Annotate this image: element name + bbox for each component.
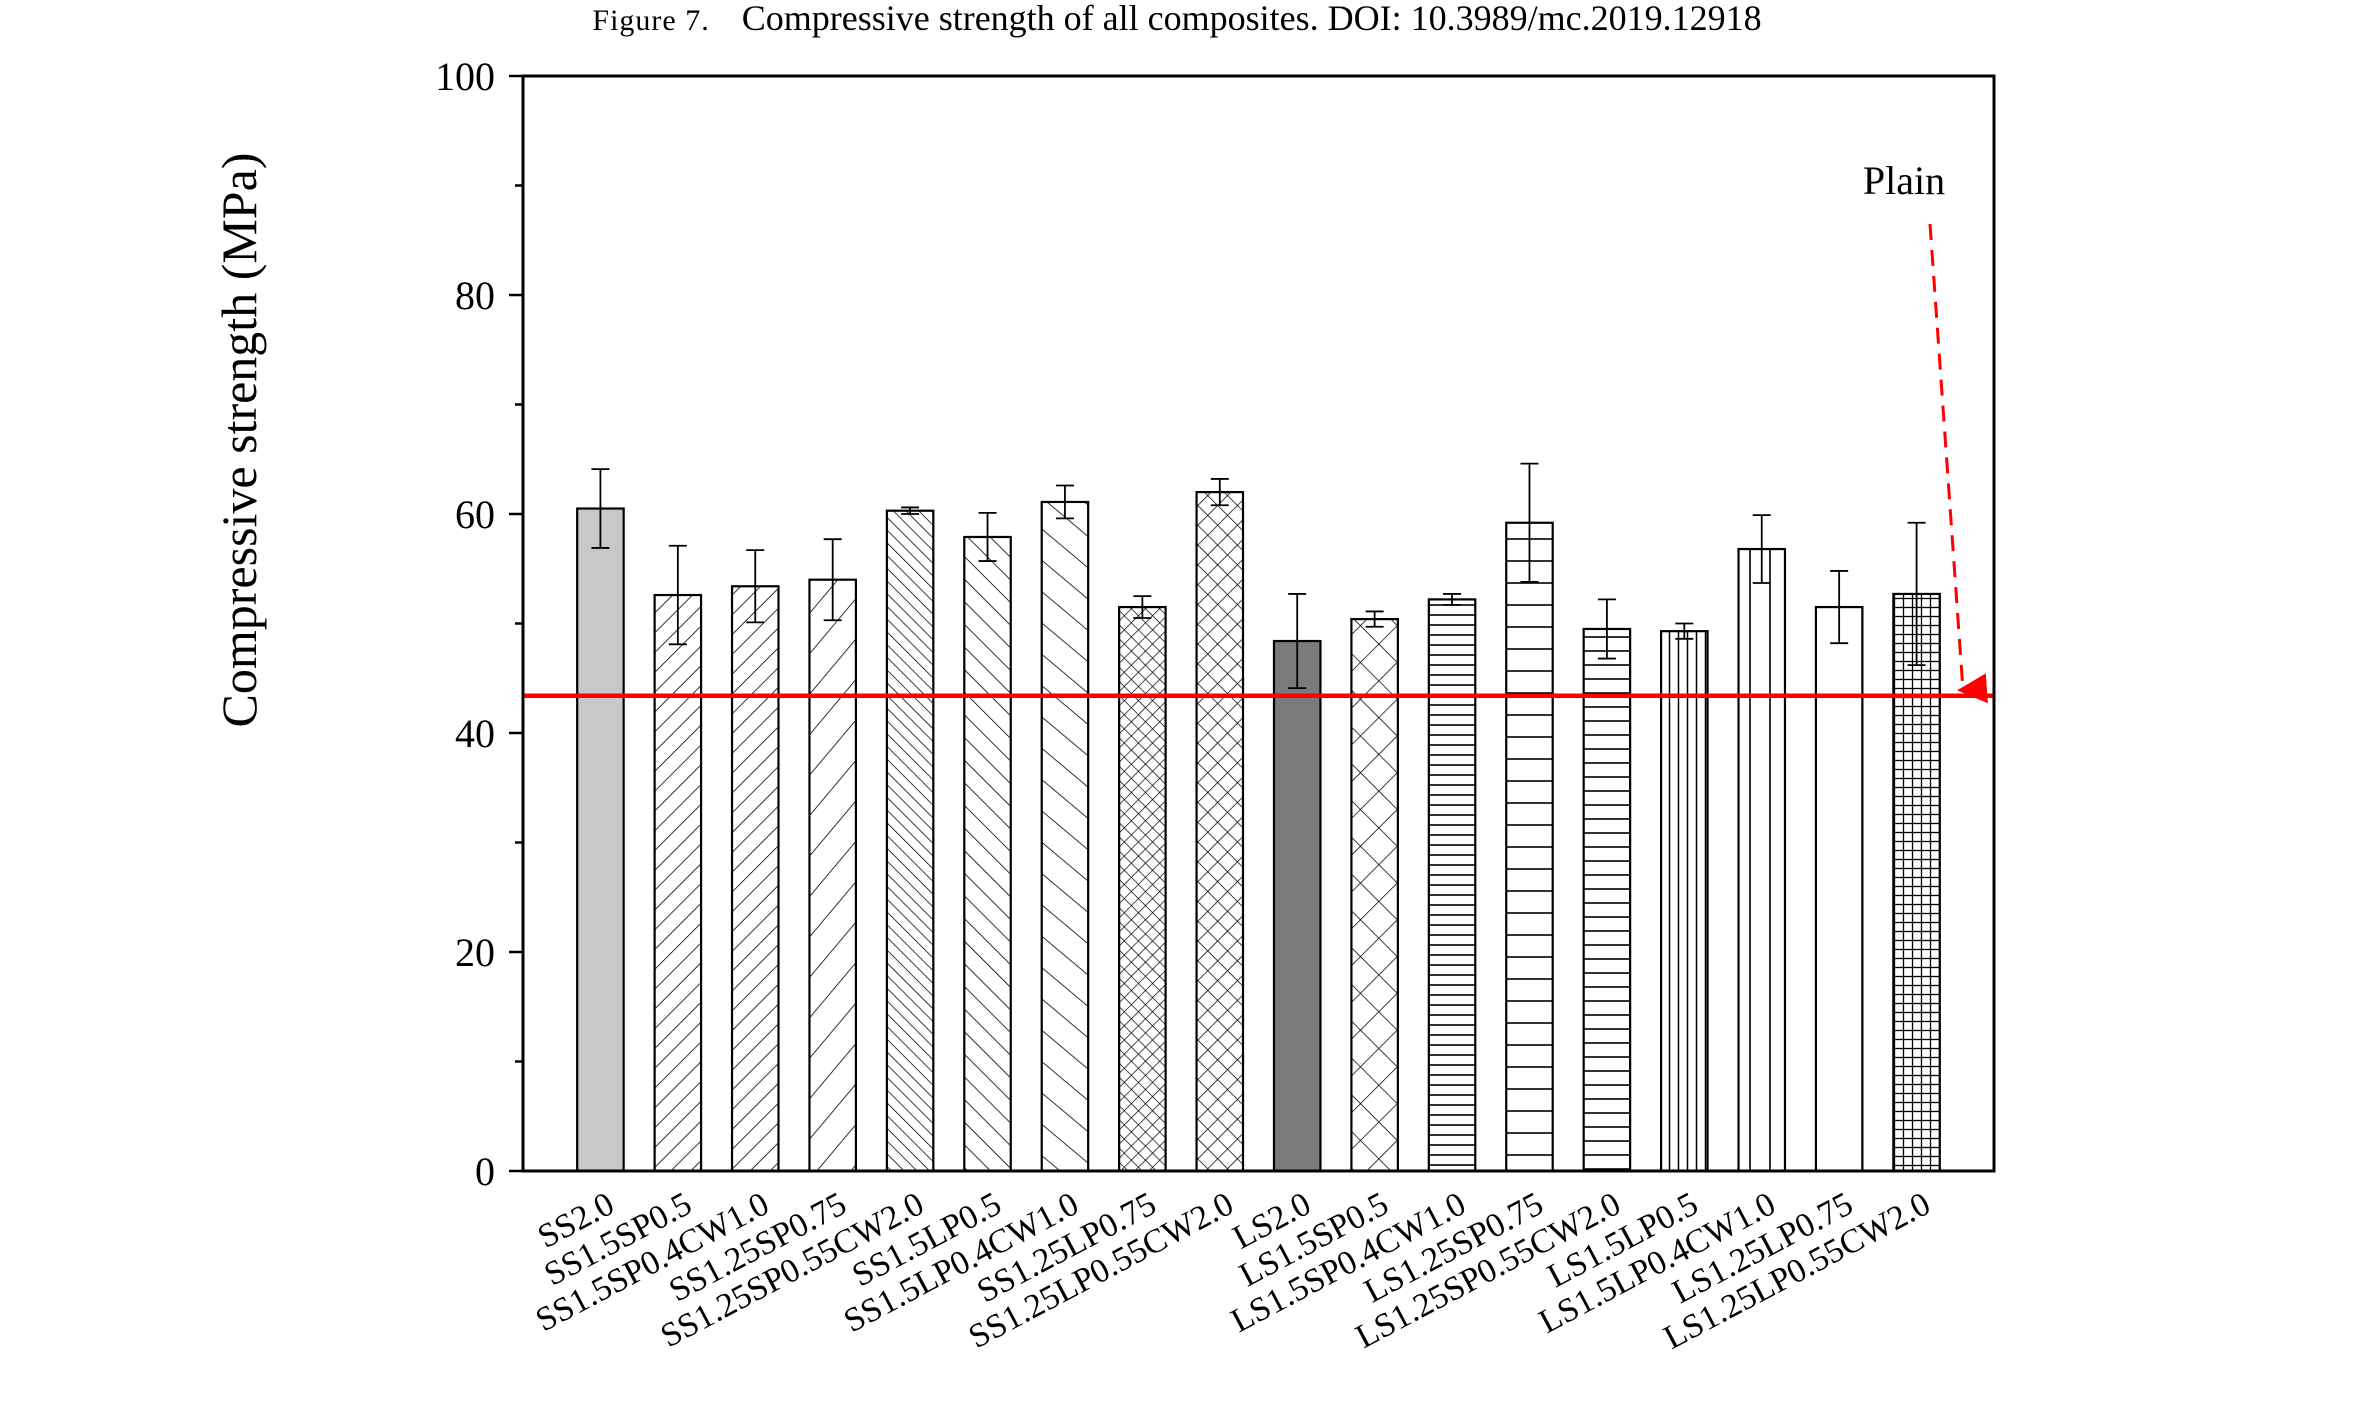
error-bar: [901, 506, 920, 515]
plain-annotation-label: Plain: [1863, 158, 1945, 203]
y-tick-label: 80: [455, 273, 495, 318]
bar-ls1-25lp0-75: [1814, 605, 1864, 1173]
error-bar: [1365, 610, 1384, 628]
error-bar: [1288, 593, 1307, 690]
error-bar: [591, 468, 610, 549]
error-bar: [1675, 622, 1694, 640]
figure-caption: Figure 7. Compressive strength of all co…: [592, 0, 1761, 38]
bar-ss1-5lp0-5: [963, 535, 1012, 1173]
x-axis: SS2.0SS1.5SP0.5SS1.5SP0.4CW1.0SS1.25SP0.…: [530, 1185, 1936, 1356]
error-bar: [746, 549, 765, 624]
error-bar: [1830, 570, 1849, 645]
bar-ls2-0: [1272, 639, 1322, 1173]
bar-ls1-25lp0-55cw2-0: [1892, 592, 1941, 1173]
error-bar: [978, 512, 997, 562]
bar-ss1-5lp0-4cw1-0: [1040, 500, 1090, 1173]
bar-ls1-25sp0-75: [1505, 521, 1554, 1173]
bar-ss1-5sp0-4cw1-0: [730, 585, 780, 1173]
bar-ls1-25sp0-55cw2-0: [1582, 627, 1632, 1173]
bar-ls1-5lp0-4cw1-0: [1737, 547, 1787, 1173]
bar-ss2-0: [576, 507, 625, 1173]
bar-ss1-25sp0-55cw2-0: [885, 509, 935, 1173]
bar-ss1-25lp0-55cw2-0: [1195, 491, 1245, 1173]
error-bar: [1443, 593, 1462, 606]
y-tick-label: 100: [435, 54, 495, 99]
error-bar: [668, 544, 687, 646]
y-tick-label: 0: [475, 1149, 495, 1194]
error-bar: [1752, 514, 1771, 584]
svg-text:Figure 7. Compressive st: Figure 7. Compressive strength of all co…: [592, 0, 1761, 38]
bar-ls1-5lp0-5: [1659, 630, 1709, 1173]
bar-ss1-25lp0-75: [1118, 605, 1167, 1173]
error-bar: [1210, 478, 1229, 507]
plain-annotation: Plain: [1863, 158, 1988, 704]
y-axis-label: Compressive strength (MPa): [211, 153, 267, 728]
y-tick-label: 20: [455, 930, 495, 975]
error-bar: [823, 538, 842, 622]
error-bar: [1597, 598, 1616, 660]
bar-ss1-5sp0-5: [653, 593, 703, 1173]
error-bar: [1907, 521, 1926, 667]
y-tick-label: 60: [455, 492, 495, 537]
bar-ss1-25sp0-75: [808, 578, 858, 1173]
y-axis: 0 20 40 60 80 100: [435, 54, 523, 1194]
caption-label: Figure 7.: [592, 4, 709, 37]
error-bar: [1055, 484, 1074, 520]
error-bar: [1133, 595, 1152, 619]
error-bar: [1520, 462, 1539, 583]
bar-ls1-5sp0-5: [1350, 618, 1399, 1173]
bar-ls1-5sp0-4cw1-0: [1427, 598, 1477, 1173]
plot-area: [521, 74, 1996, 1173]
caption-text: Compressive strength of all composites. …: [742, 0, 1762, 38]
y-tick-label: 40: [455, 711, 495, 756]
